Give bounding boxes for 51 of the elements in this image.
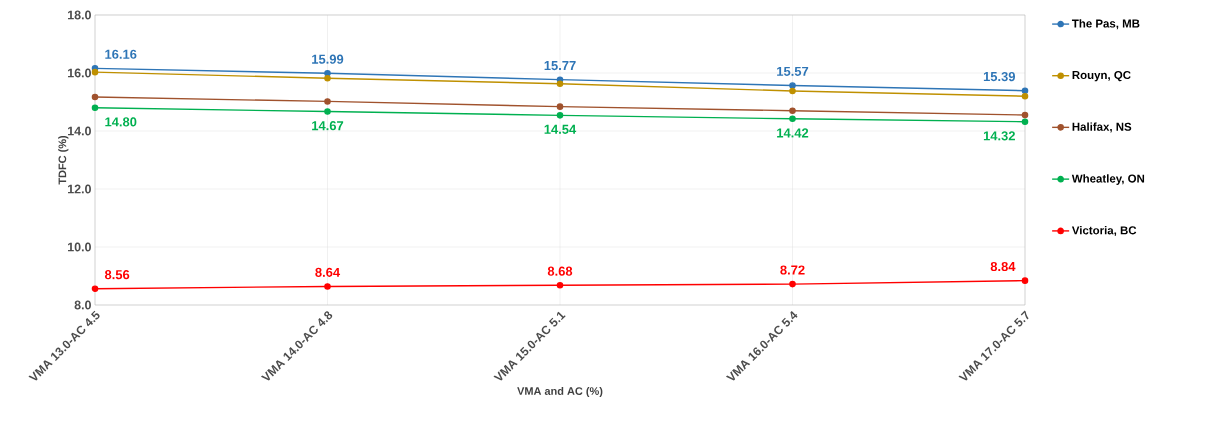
data-label: 14.42 (777, 128, 809, 138)
data-label: 8.84 (990, 261, 1016, 272)
legend-label: Halifax, NS (1072, 122, 1132, 133)
y-axis-title: TDFC (%) (58, 135, 69, 185)
point (91, 93, 99, 101)
point (789, 87, 796, 95)
y-tick-label: 16.0 (68, 68, 91, 78)
point (1021, 111, 1029, 119)
point (91, 104, 99, 112)
data-label: 14.80 (105, 117, 137, 127)
point (324, 70, 331, 77)
data-label: 15.57 (777, 66, 809, 76)
point (789, 280, 796, 288)
point (556, 112, 564, 119)
data-label: 14.54 (544, 124, 577, 134)
y-tick-label: 10.0 (68, 242, 91, 252)
point (324, 98, 331, 105)
data-label: 15.77 (544, 61, 576, 71)
point (556, 281, 564, 289)
point (324, 74, 331, 82)
legend-label: Wheatley, ON (1071, 174, 1145, 185)
point (789, 115, 796, 123)
data-label: 16.16 (105, 49, 137, 59)
point (324, 283, 331, 290)
x-axis-title: VMA and AC (%) (517, 386, 603, 398)
y-tick-label: 12.0 (68, 184, 91, 194)
data-label: 8.68 (547, 266, 573, 276)
point (556, 103, 564, 110)
point (556, 80, 564, 88)
data-label: 15.39 (983, 71, 1015, 82)
point (324, 108, 331, 115)
y-tick-label: 18.0 (68, 10, 91, 20)
legend-label: Victoria, BC (1071, 226, 1137, 237)
point (789, 82, 796, 89)
y-tick-label: 8.0 (74, 300, 91, 310)
point (1021, 118, 1029, 126)
legend-label: Rouyn, QC (1072, 70, 1131, 82)
point (1021, 92, 1029, 100)
y-tick-label: 14.0 (68, 126, 91, 136)
data-label: 8.64 (315, 267, 341, 277)
point (91, 68, 99, 76)
data-label: 8.56 (104, 270, 130, 280)
point (1021, 87, 1029, 94)
point (789, 107, 796, 114)
legend-label: The Pas, MB (1071, 19, 1140, 30)
point (1021, 277, 1029, 284)
data-label: 14.67 (312, 121, 344, 131)
point (91, 285, 99, 293)
data-label: 15.99 (312, 54, 344, 64)
data-label: 14.32 (983, 131, 1015, 141)
data-label: 8.72 (780, 265, 805, 275)
